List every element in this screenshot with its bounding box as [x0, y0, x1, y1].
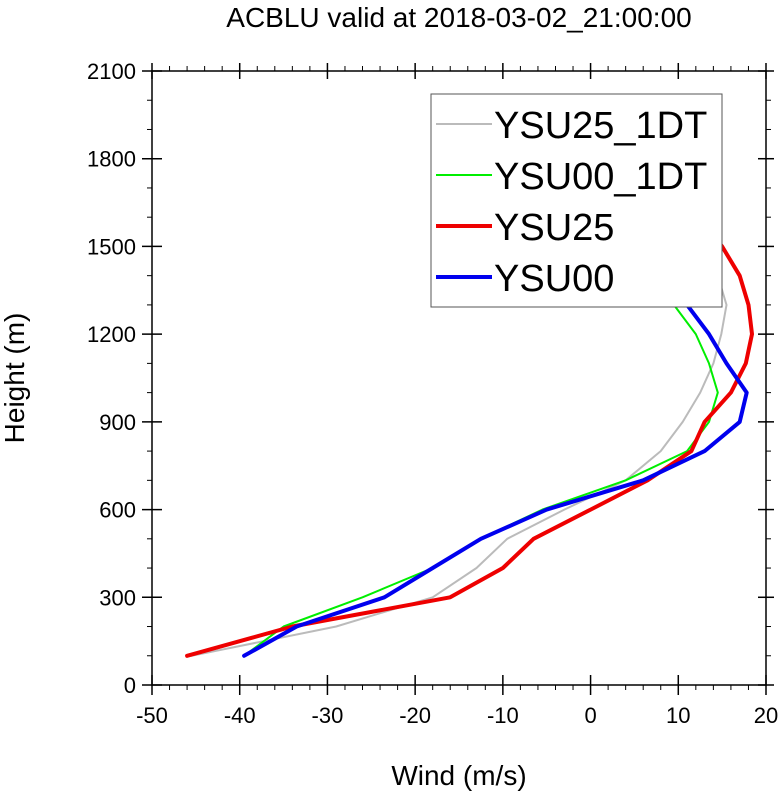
y-tick-label: 1500: [87, 234, 136, 259]
y-tick-label: 300: [99, 585, 136, 610]
y-tick-label: 2100: [87, 59, 136, 84]
legend-box: [430, 93, 723, 308]
y-tick-label: 1200: [87, 322, 136, 347]
plot-frame: [151, 70, 767, 686]
x-tick-label: 20: [754, 703, 778, 728]
legend: YSU25_1DT YSU00_1DT YSU25 YSU00: [430, 93, 723, 308]
x-axis-title: Wind (m/s): [391, 760, 526, 791]
x-tick-label: -30: [312, 703, 344, 728]
x-tick-label: 10: [666, 703, 690, 728]
x-tick-label: 0: [584, 703, 596, 728]
x-tick-label: -20: [399, 703, 431, 728]
x-tick-label: -10: [487, 703, 519, 728]
x-tick-label: -50: [136, 703, 168, 728]
y-tick-label: 900: [99, 410, 136, 435]
y-tick-label: 600: [99, 498, 136, 523]
y-tick-label: 0: [124, 673, 136, 698]
chart-title: ACBLU valid at 2018-03-02_21:00:00: [226, 2, 691, 33]
legend-label: YSU00: [494, 258, 614, 300]
legend-label: YSU25_1DT: [494, 105, 707, 147]
legend-label: YSU00_1DT: [494, 156, 707, 198]
x-tick-label: -40: [224, 703, 256, 728]
y-axis-title: Height (m): [0, 313, 30, 444]
legend-label: YSU25: [494, 207, 614, 249]
y-tick-label: 1800: [87, 147, 136, 172]
